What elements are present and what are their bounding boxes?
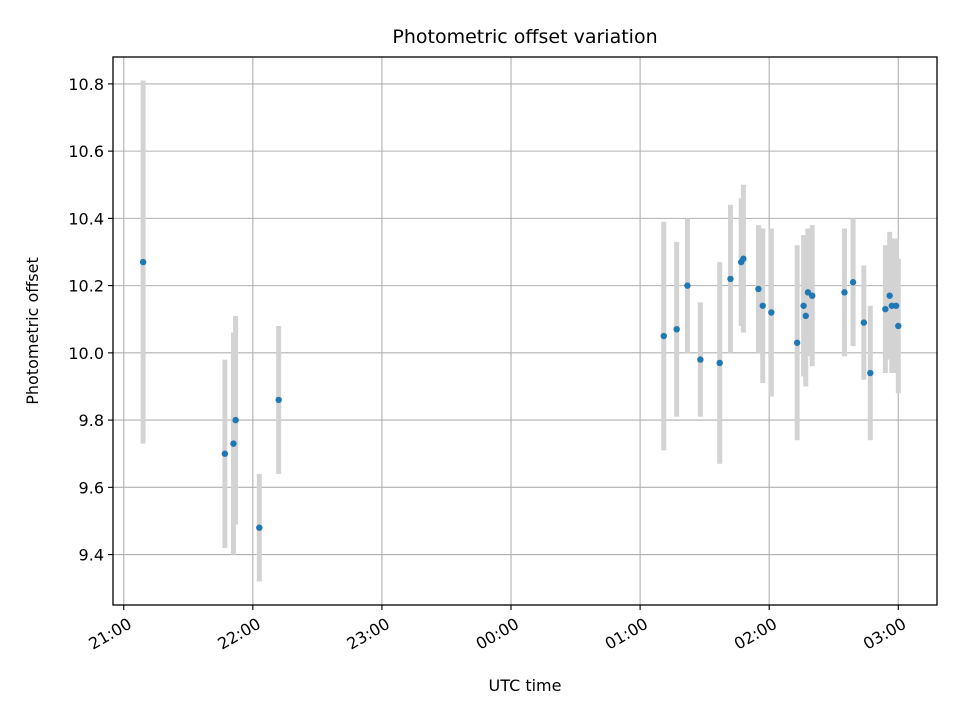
x-tick-label: 03:00 (860, 614, 909, 654)
data-point (882, 305, 889, 313)
data-point (684, 282, 691, 289)
data-point (802, 312, 809, 320)
data-point (804, 289, 812, 296)
data-point (800, 302, 807, 309)
y-tick-label: 9.4 (79, 546, 104, 565)
x-tick-label: 00:00 (473, 614, 522, 654)
data-point (673, 326, 680, 333)
y-tick-label: 10.4 (68, 209, 104, 228)
data-point (759, 302, 766, 309)
data-point (256, 524, 263, 531)
data-point (849, 279, 857, 286)
data-point (727, 275, 734, 283)
data-point (740, 255, 747, 262)
data-point (809, 292, 816, 299)
x-tick-label: 21:00 (85, 614, 134, 654)
y-tick-label: 9.6 (79, 478, 104, 497)
data-point (232, 416, 239, 424)
y-axis-ticks: 9.4 9.6 9.8 10.0 10.2 10.4 10.6 10.8 (68, 75, 113, 565)
y-tick-label: 10.0 (68, 344, 104, 363)
data-point (660, 332, 667, 340)
plot-frame (112, 56, 938, 606)
x-tick-label: 22:00 (214, 614, 263, 654)
data-point (230, 440, 237, 447)
data-point (886, 292, 893, 299)
x-axis-label: UTC time (489, 676, 562, 695)
y-tick-label: 10.2 (68, 277, 104, 296)
y-tick-label: 9.8 (79, 411, 104, 430)
data-point (275, 396, 282, 404)
data-point (755, 285, 762, 293)
data-point (139, 258, 147, 266)
y-tick-label: 10.6 (68, 142, 104, 161)
x-tick-label: 01:00 (602, 614, 651, 654)
x-axis-ticks: 21:00 22:00 23:00 00:00 01:00 02:00 03:00 (85, 605, 909, 654)
y-axis-label: Photometric offset (23, 257, 42, 405)
data-point (860, 319, 868, 326)
data-point (892, 302, 900, 309)
data-point (768, 309, 775, 316)
y-tick-label: 10.8 (68, 75, 104, 94)
data-point (716, 359, 723, 367)
data-point (895, 322, 902, 330)
chart-title: Photometric offset variation (392, 26, 657, 48)
x-tick-label: 02:00 (731, 614, 780, 654)
data-points (139, 255, 902, 531)
x-tick-label: 23:00 (343, 614, 392, 654)
data-point (867, 369, 874, 377)
error-bars (140, 80, 901, 582)
data-point (221, 450, 229, 457)
data-point (793, 339, 801, 346)
data-point (697, 356, 704, 363)
data-point (841, 289, 848, 296)
